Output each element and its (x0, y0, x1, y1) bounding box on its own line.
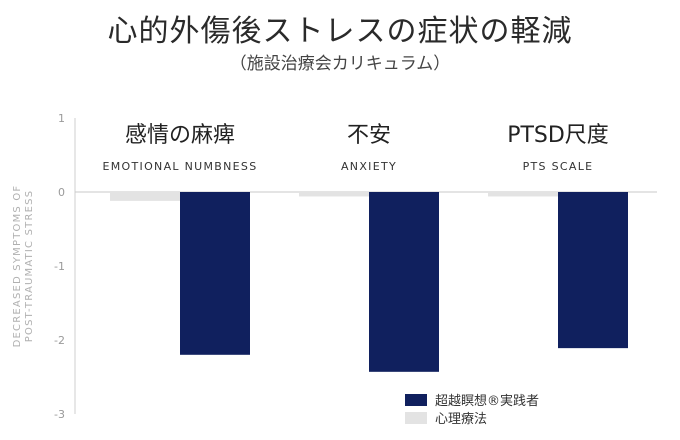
y-tick-label: -1 (54, 260, 65, 273)
category-label-ja: PTSD尺度 (507, 123, 609, 148)
bar-series-1 (369, 192, 439, 372)
y-axis-label-line1: DECREASED SYMPTOMS OF (12, 185, 23, 348)
y-tick-label: 1 (58, 112, 65, 125)
category-label-en: ANXIETY (341, 160, 397, 173)
bar-series-0 (299, 192, 369, 197)
bar-series-0 (488, 192, 558, 197)
legend-label: 心理療法 (435, 412, 487, 427)
y-tick-label: -3 (54, 408, 65, 421)
y-axis-label-line2: POST-TRAUMATIC STRESS (24, 190, 35, 342)
category-label-ja: 不安 (347, 123, 391, 148)
category-label-en: EMOTIONAL NUMBNESS (103, 160, 258, 173)
bar-series-0 (110, 192, 180, 201)
y-tick-label: -2 (54, 334, 65, 347)
category-label-en: PTS SCALE (523, 160, 594, 173)
chart-title: 心的外傷後ストレスの症状の軽減 (107, 14, 573, 49)
legend-swatch (405, 394, 427, 406)
legend-label: 超越瞑想®実践者 (435, 393, 539, 409)
legend-swatch (405, 412, 427, 424)
bar-series-1 (558, 192, 628, 349)
category-label-ja: 感情の麻痺 (125, 123, 235, 148)
bar-series-1 (180, 192, 250, 355)
chart-subtitle: （施設治療会カリキュラム） (229, 54, 451, 74)
y-tick-label: 0 (58, 186, 65, 199)
